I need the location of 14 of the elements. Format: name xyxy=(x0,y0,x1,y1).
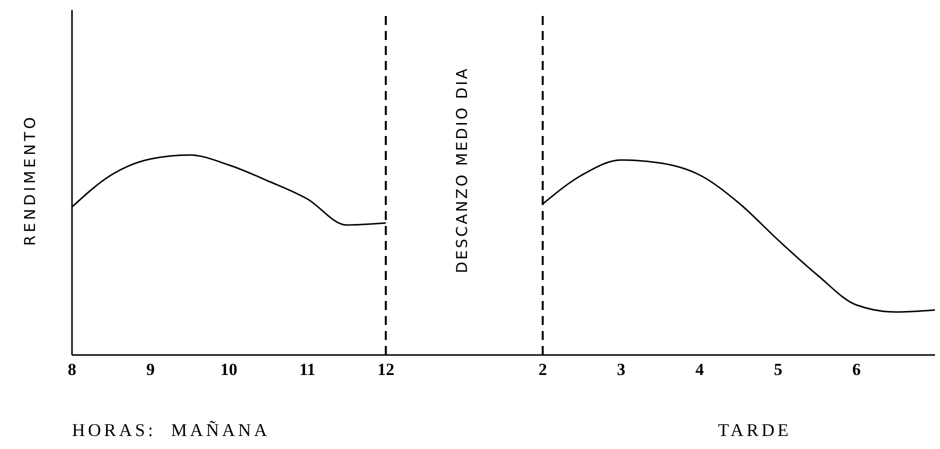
x-tick-label: 11 xyxy=(299,360,316,380)
x-tick-label: 4 xyxy=(695,360,704,380)
annotation: DESCANZO MEDIO DIA xyxy=(453,66,471,274)
y-axis-title: RENDIMENTO xyxy=(21,114,39,246)
x-tick-label: 6 xyxy=(852,360,861,380)
x-tick-label: 5 xyxy=(774,360,782,380)
x-tick-label: 3 xyxy=(616,360,626,380)
x-tick-label: 2 xyxy=(538,360,547,380)
text: TARDE xyxy=(718,420,792,441)
x-tick-label: 9 xyxy=(146,360,155,380)
x-tick-label: 10 xyxy=(220,360,238,380)
x-axis-title: HORAS: MAÑANA xyxy=(72,420,270,441)
x-tick-label: 8 xyxy=(68,360,76,380)
x-tick-label: 12 xyxy=(377,360,394,380)
